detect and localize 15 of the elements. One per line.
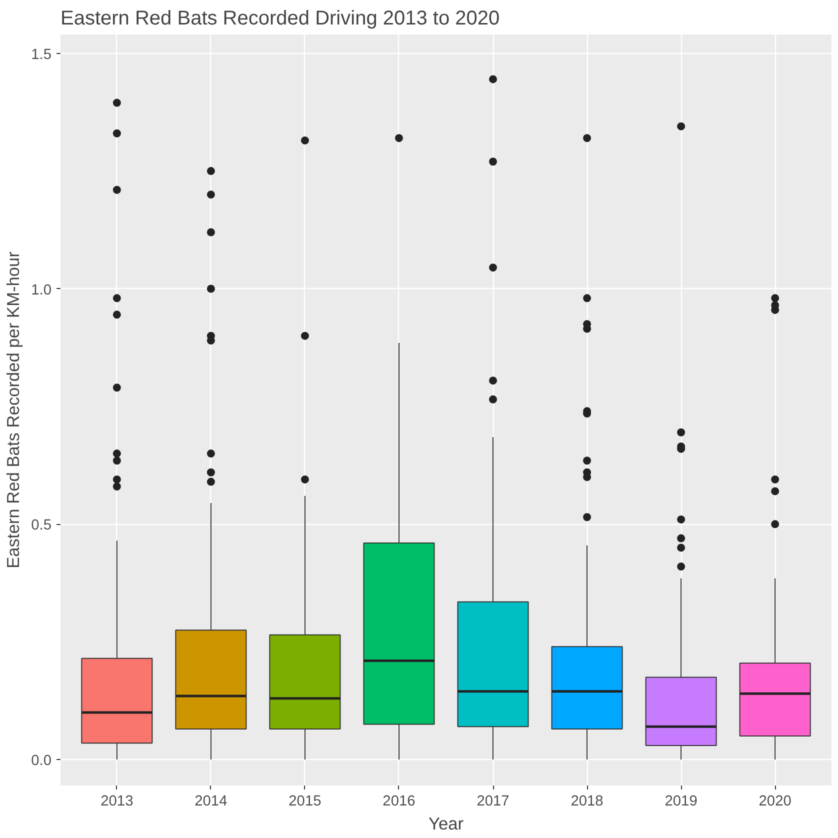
- x-tick-label: 2016: [382, 794, 416, 810]
- x-tick-label: 2017: [476, 794, 510, 810]
- x-tick-label: 2019: [664, 794, 698, 810]
- y-axis-title: Eastern Red Bats Recorded per KM-hour: [3, 251, 24, 568]
- y-tick-label: 1.5: [31, 46, 52, 63]
- x-axis-title: Year: [428, 814, 464, 834]
- x-tick-label: 2014: [194, 794, 228, 810]
- y-tick-label: 0.0: [31, 753, 52, 770]
- chart-title: Eastern Red Bats Recorded Driving 2013 to 2020: [60, 8, 500, 30]
- y-tick-label: 1.0: [31, 282, 52, 298]
- x-tick-label: 2015: [288, 794, 322, 810]
- x-tick-label: 2018: [570, 794, 604, 810]
- x-tick-label: 2020: [758, 794, 792, 810]
- x-tick-label: 2013: [100, 794, 134, 810]
- y-tick-label: 0.5: [31, 518, 52, 534]
